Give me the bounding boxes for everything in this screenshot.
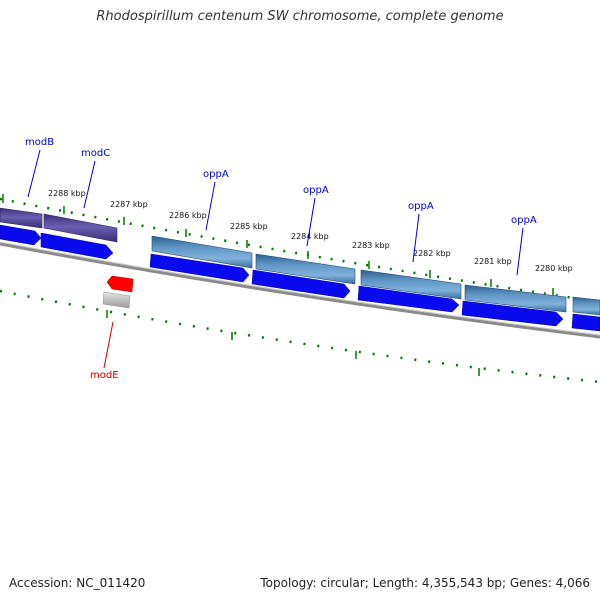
gene-label-oppA-3[interactable]: oppA [408,201,434,212]
gene-modE-arrow[interactable] [106,275,134,293]
scale-label-2284: 2284 kbp [291,232,329,241]
operon-modB-bar[interactable] [0,207,43,229]
operon-bar-5[interactable] [572,296,600,316]
operon-oppA-bar-1[interactable] [151,235,253,269]
map-title: Rhodospirillum centenum SW chromosome, c… [96,9,504,24]
gene-arrow-5[interactable] [571,313,600,332]
leader-modE [103,321,114,369]
gene-modE-grey-bar[interactable] [102,291,131,309]
gene-label-oppA-1[interactable]: oppA [203,169,229,180]
topology-info: Topology: circular; Length: 4,355,543 bp… [260,576,590,590]
outer-scale-track [0,197,600,304]
scale-label-2280: 2280 kbp [535,264,573,273]
label-leader-lines [27,149,524,369]
gene-label-modB[interactable]: modB [25,137,54,148]
operon-oppA-bar-4[interactable] [464,284,567,313]
scale-label-2285: 2285 kbp [230,222,268,231]
scale-label-2283: 2283 kbp [352,241,390,250]
leader-oppA-3 [412,213,420,263]
genome-backbone [0,242,600,339]
inner-scale-major-ticks [106,310,480,376]
accession-info: Accession: NC_011420 [9,576,145,590]
leader-oppA-4 [516,227,524,276]
operon-modC-bar[interactable] [43,213,118,243]
genome-backbone-highlight [0,241,600,336]
scale-label-2287: 2287 kbp [110,200,148,209]
scale-label-2282: 2282 kbp [413,249,451,258]
gene-label-oppA-4[interactable]: oppA [511,215,537,226]
gene-oppA-arrow-2[interactable] [251,269,351,299]
forward-gene-track[interactable] [0,224,600,332]
scale-label-2281: 2281 kbp [474,257,512,266]
gene-label-modE[interactable]: modE [90,370,119,381]
gene-modB-arrow[interactable] [0,224,42,246]
outer-scale-major-ticks [2,194,554,296]
scale-label-2288: 2288 kbp [48,189,86,198]
gene-modC-arrow[interactable] [40,232,114,260]
accession-label: Accession: [9,576,73,590]
scale-label-2286: 2286 kbp [169,211,207,220]
gene-oppA-arrow-1[interactable] [149,253,250,283]
leader-oppA-2 [306,197,316,247]
leader-modC [83,160,96,209]
gene-label-modC[interactable]: modC [81,148,110,159]
leader-modB [27,149,41,198]
gene-label-oppA-2[interactable]: oppA [303,185,329,196]
operon-track[interactable] [0,207,600,316]
accession-value: NC_011420 [76,576,146,590]
leader-oppA-1 [205,181,216,231]
operon-oppA-bar-2[interactable] [255,253,356,285]
inner-scale-track [0,289,600,384]
gene-oppA-arrow-4[interactable] [461,300,564,327]
gene-oppA-arrow-3[interactable] [357,285,460,313]
operon-oppA-bar-3[interactable] [360,269,462,300]
